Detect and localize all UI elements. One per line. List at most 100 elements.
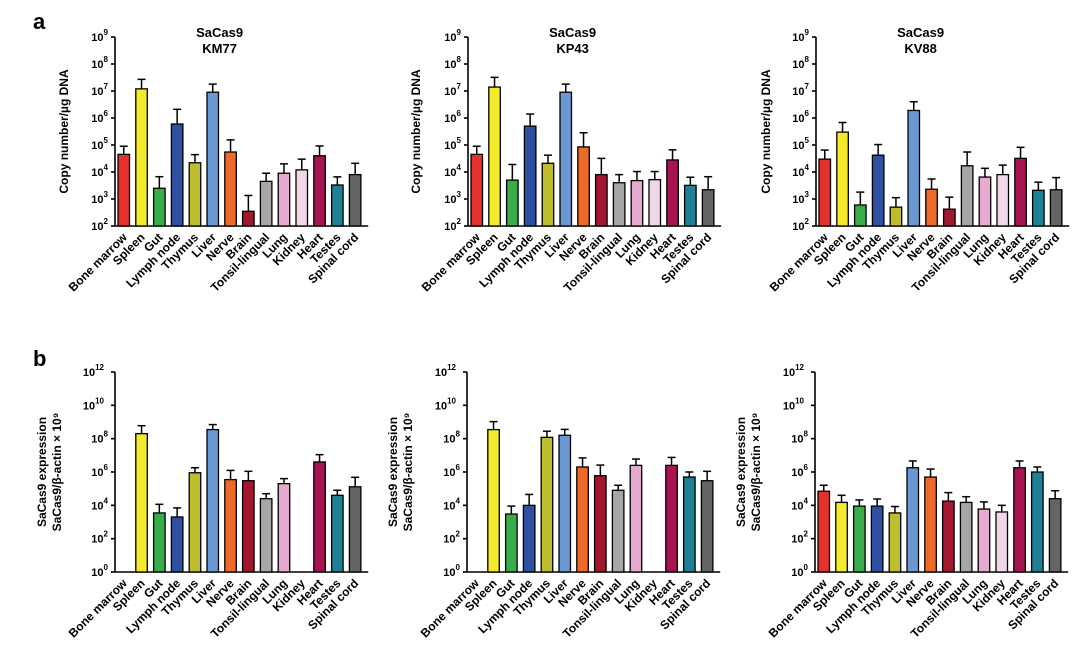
y-tick-label: 100 bbox=[443, 563, 460, 579]
bar-thymus bbox=[889, 206, 903, 227]
bar-lung bbox=[978, 176, 992, 227]
y-axis-title: Copy number/µg DNA bbox=[57, 69, 71, 194]
bar-kidney bbox=[995, 511, 1009, 573]
y-tick-label: 109 bbox=[91, 28, 108, 44]
bar-bone-marrow bbox=[470, 153, 484, 227]
bar-testes bbox=[682, 476, 696, 573]
bar-nerve bbox=[577, 146, 590, 227]
bar-lymph-node bbox=[870, 505, 884, 573]
y-axis-title: SaCas9 expression bbox=[35, 417, 49, 527]
y-tick-label: 106 bbox=[91, 463, 108, 479]
y-tick-label: 102 bbox=[444, 217, 461, 233]
bar-lung bbox=[277, 172, 291, 227]
bar-liver bbox=[206, 91, 220, 227]
bar-nerve bbox=[924, 476, 937, 573]
bar-spinal-cord bbox=[348, 173, 362, 227]
y-tick-label: 1012 bbox=[783, 363, 805, 379]
bar-brain bbox=[941, 500, 955, 573]
y-tick-label: 104 bbox=[91, 496, 108, 512]
y-axis-title-2: SaCas9/β-actin × 10⁹ bbox=[401, 413, 415, 532]
y-tick-label: 108 bbox=[91, 55, 108, 71]
y-tick-label: 106 bbox=[91, 109, 108, 125]
bar-spleen bbox=[487, 428, 500, 573]
bar-heart bbox=[1014, 157, 1027, 227]
y-axis-title-2: SaCas9/β-actin × 10⁹ bbox=[749, 413, 763, 532]
bar-thymus bbox=[188, 472, 202, 573]
bar-spinal-cord bbox=[700, 480, 714, 573]
bar-brain bbox=[593, 475, 607, 573]
y-tick-label: 109 bbox=[792, 28, 809, 44]
y-tick-label: 107 bbox=[792, 82, 809, 98]
bar-lymph-node bbox=[170, 516, 184, 573]
y-tick-label: 102 bbox=[91, 217, 108, 233]
y-axis-title: Copy number/µg DNA bbox=[759, 69, 773, 194]
bar-gut bbox=[152, 512, 166, 573]
bar-tonsil-lingual bbox=[612, 182, 626, 227]
bar-tonsil-lingual bbox=[959, 501, 973, 573]
y-tick-label: 1012 bbox=[83, 363, 105, 379]
bar-heart bbox=[665, 464, 678, 573]
bar-thymus bbox=[188, 162, 202, 227]
chart-6: 100 102 104 106 108 1010 1012 SaCas9 expression… bbox=[734, 363, 1069, 641]
bar-heart bbox=[1013, 467, 1026, 573]
bar-nerve bbox=[224, 478, 237, 573]
y-tick-label: 103 bbox=[792, 190, 809, 206]
y-tick-label: 109 bbox=[444, 28, 461, 44]
y-tick-label: 106 bbox=[443, 463, 460, 479]
chart-1: 102 103 104 105 106 107 108 109 Copy number/µg D… bbox=[57, 25, 369, 295]
y-tick-label: 1010 bbox=[83, 396, 105, 412]
y-axis-title: Copy number/µg DNA bbox=[409, 69, 423, 194]
y-tick-label: 104 bbox=[444, 163, 461, 179]
bar-tonsil-lingual bbox=[259, 498, 273, 573]
y-tick-label: 105 bbox=[444, 136, 461, 152]
bar-lung bbox=[630, 179, 644, 227]
y-tick-label: 102 bbox=[792, 217, 809, 233]
bar-gut bbox=[152, 187, 166, 227]
y-tick-label: 104 bbox=[792, 163, 809, 179]
bar-bone-marrow bbox=[117, 153, 131, 227]
bar-bone-marrow bbox=[817, 490, 831, 573]
y-tick-label: 102 bbox=[91, 530, 108, 546]
bar-lung bbox=[629, 464, 643, 573]
bar-lymph-node bbox=[871, 154, 885, 227]
y-tick-label: 105 bbox=[792, 136, 809, 152]
bar-liver bbox=[907, 109, 921, 227]
y-tick-label: 104 bbox=[443, 496, 460, 512]
y-tick-label: 106 bbox=[791, 463, 808, 479]
charts-container: 102 103 104 105 106 107 108 109 Copy number/µg D… bbox=[35, 25, 1070, 641]
y-axis-title: SaCas9 expression bbox=[734, 417, 748, 527]
bar-liver bbox=[206, 428, 220, 573]
bar-tonsil-lingual bbox=[259, 180, 273, 227]
y-tick-label: 108 bbox=[792, 55, 809, 71]
y-tick-label: 103 bbox=[444, 190, 461, 206]
bar-kidney bbox=[996, 173, 1010, 227]
y-tick-label: 108 bbox=[444, 55, 461, 71]
bar-nerve bbox=[576, 466, 589, 573]
bar-spleen bbox=[835, 501, 848, 573]
chart-title: SaCas9 bbox=[897, 25, 944, 40]
bar-liver bbox=[906, 467, 920, 573]
y-tick-label: 1010 bbox=[783, 396, 805, 412]
y-tick-label: 1010 bbox=[435, 396, 457, 412]
y-tick-label: 106 bbox=[792, 109, 809, 125]
bar-spinal-cord bbox=[1049, 189, 1063, 227]
bar-testes bbox=[1030, 471, 1044, 573]
bar-nerve bbox=[925, 188, 938, 227]
y-tick-label: 102 bbox=[443, 530, 460, 546]
y-tick-label: 108 bbox=[791, 430, 808, 446]
bar-spinal-cord bbox=[348, 486, 362, 573]
bar-brain bbox=[241, 210, 255, 227]
chart-subtitle: KV88 bbox=[904, 41, 937, 56]
y-tick-label: 107 bbox=[91, 82, 108, 98]
bar-kidney bbox=[295, 169, 309, 227]
bar-testes bbox=[1031, 189, 1045, 227]
chart-title: SaCas9 bbox=[549, 25, 596, 40]
chart-title: SaCas9 bbox=[196, 25, 243, 40]
chart-5: 100 102 104 106 108 1010 1012 SaCas9 expression… bbox=[386, 363, 721, 641]
bar-bone-marrow bbox=[818, 158, 832, 227]
bar-testes bbox=[683, 184, 697, 227]
y-tick-label: 105 bbox=[91, 136, 108, 152]
y-tick-label: 104 bbox=[791, 496, 808, 512]
chart-subtitle: KM77 bbox=[202, 41, 237, 56]
